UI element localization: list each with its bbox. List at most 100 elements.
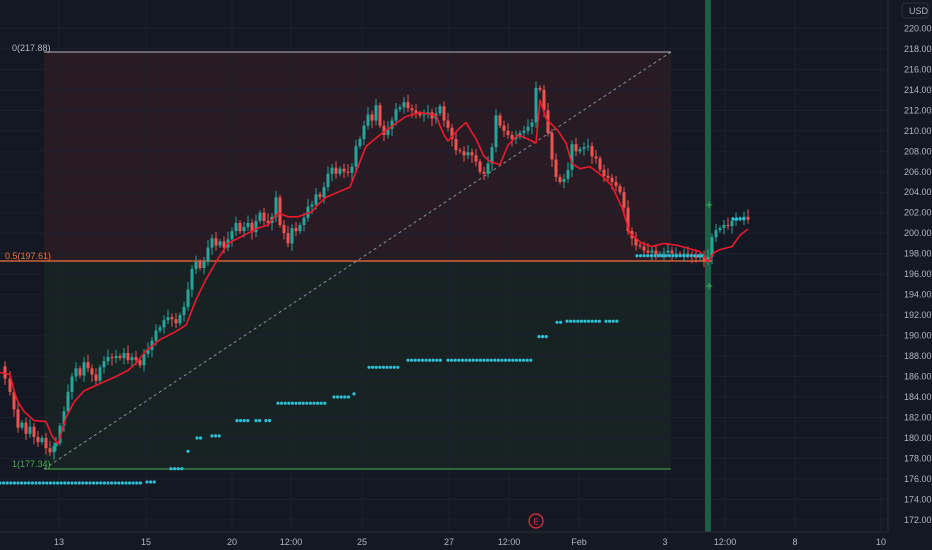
indicator-dot xyxy=(500,358,504,362)
candle-body xyxy=(40,437,44,443)
indicator-dot xyxy=(38,481,42,485)
indicator-dot xyxy=(559,320,563,324)
candle-body xyxy=(178,315,182,324)
candle-body xyxy=(354,146,358,167)
indicator-dot xyxy=(696,254,700,258)
indicator-dot xyxy=(84,481,88,485)
candle-body xyxy=(634,238,638,246)
candle-body xyxy=(462,151,466,156)
candle-body xyxy=(52,446,56,453)
indicator-dot xyxy=(308,401,312,405)
indicator-dot xyxy=(460,358,464,362)
candle-body xyxy=(262,212,266,221)
indicator-dot xyxy=(597,319,602,323)
candle-body xyxy=(82,362,86,376)
indicator-dot xyxy=(486,358,490,362)
indicator-dot xyxy=(217,434,221,438)
time-axis[interactable]: 13 15 20 12:00 25 27 12:00 Feb 3 12:00 8 10 xyxy=(54,537,886,547)
candle-body xyxy=(202,261,206,268)
candle-body xyxy=(650,250,654,253)
price-axis[interactable]: 172.00 174.00 176.00 178.00 180.00 182.00 184.… xyxy=(904,23,932,524)
candle-body xyxy=(438,106,442,114)
fib-level-1-label: 1(177.34) xyxy=(12,459,51,469)
candle-body xyxy=(502,125,506,131)
indicator-dot xyxy=(450,358,454,362)
indicator-dot xyxy=(117,481,121,485)
candle-body xyxy=(686,253,690,255)
indicator-dot xyxy=(48,481,53,485)
candle-body xyxy=(218,241,222,246)
candle-body xyxy=(386,128,390,135)
candle-body xyxy=(12,391,16,410)
time-tick-label: 13 xyxy=(54,537,64,547)
indicator-dot xyxy=(16,481,20,485)
candle-body xyxy=(94,374,98,381)
indicator-dot xyxy=(287,401,291,405)
indicator-dot xyxy=(374,365,378,369)
candle-body xyxy=(746,216,750,220)
candle-body xyxy=(598,158,602,170)
indicator-dot xyxy=(180,467,184,471)
candle-body xyxy=(666,250,670,253)
candle-body xyxy=(122,352,126,359)
indicator-dot xyxy=(316,401,320,405)
indicator-dot xyxy=(77,481,81,485)
indicator-dot xyxy=(392,365,396,369)
indicator-dot xyxy=(678,254,682,258)
price-tick-label: 186.00 xyxy=(904,372,932,382)
candle-body xyxy=(322,187,326,198)
candle-body xyxy=(418,113,422,116)
price-tick-label: 180.00 xyxy=(904,433,932,443)
candle-body xyxy=(642,246,646,251)
candle-body xyxy=(106,357,110,362)
candle-body xyxy=(230,231,234,240)
currency-badge[interactable] xyxy=(901,2,929,19)
indicator-dot xyxy=(576,319,580,323)
indicator-dot xyxy=(489,358,493,362)
indicator-dot xyxy=(23,481,27,485)
indicator-dot xyxy=(258,419,262,423)
candle-body xyxy=(242,227,246,232)
candle-body xyxy=(478,161,482,172)
indicator-dot xyxy=(41,481,45,485)
time-tick-label: 12:00 xyxy=(280,537,303,547)
candle-body xyxy=(246,222,250,228)
candle-body xyxy=(450,127,454,139)
candle-body xyxy=(338,168,342,174)
indicator-dot xyxy=(413,358,417,362)
price-tick-label: 206.00 xyxy=(904,167,932,177)
indicator-dot xyxy=(410,358,414,362)
indicator-dot xyxy=(169,467,173,471)
candle-body xyxy=(78,368,82,376)
candle-body xyxy=(510,134,514,139)
candle-body xyxy=(366,114,370,126)
indicator-dot xyxy=(59,481,63,485)
indicator-dot xyxy=(537,335,541,339)
indicator-dot xyxy=(124,481,128,485)
indicator-dot xyxy=(264,419,268,423)
candle-body xyxy=(562,178,566,182)
indicator-dot xyxy=(30,481,34,485)
candle-body xyxy=(594,156,598,159)
candle-body xyxy=(466,152,470,156)
candle-body xyxy=(590,146,594,157)
price-tick-label: 198.00 xyxy=(904,249,932,259)
indicator-dot xyxy=(682,254,686,258)
candle-body xyxy=(670,250,674,254)
indicator-dot xyxy=(471,358,475,362)
candle-body xyxy=(346,171,350,173)
indicator-dot xyxy=(63,481,67,485)
indicator-dot xyxy=(283,401,287,405)
price-tick-label: 220.00 xyxy=(904,23,932,33)
indicator-dot xyxy=(464,358,468,362)
earnings-event-marker[interactable] xyxy=(528,513,544,529)
indicator-dot xyxy=(424,358,428,362)
fib-level-0-label: 0(217.88) xyxy=(12,43,51,53)
candle-body xyxy=(486,163,490,174)
candle-body xyxy=(214,238,218,246)
indicator-dot xyxy=(0,481,2,485)
indicator-dot xyxy=(176,467,180,471)
candle-body xyxy=(710,237,714,257)
candle-body xyxy=(522,130,526,133)
